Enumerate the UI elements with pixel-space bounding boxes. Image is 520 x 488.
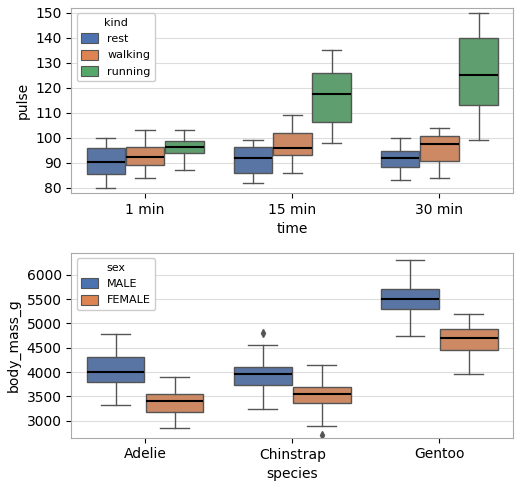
PathPatch shape [146, 394, 203, 412]
PathPatch shape [87, 357, 145, 382]
PathPatch shape [293, 387, 350, 403]
Legend: MALE, FEMALE: MALE, FEMALE [77, 258, 155, 310]
Y-axis label: body_mass_g: body_mass_g [7, 298, 21, 392]
X-axis label: time: time [277, 222, 308, 236]
X-axis label: species: species [266, 467, 318, 481]
PathPatch shape [165, 141, 203, 153]
PathPatch shape [313, 73, 351, 122]
PathPatch shape [234, 147, 272, 173]
PathPatch shape [460, 38, 498, 105]
PathPatch shape [126, 146, 164, 165]
PathPatch shape [420, 136, 459, 161]
Y-axis label: pulse: pulse [16, 82, 30, 119]
PathPatch shape [234, 367, 292, 385]
PathPatch shape [381, 289, 439, 309]
PathPatch shape [440, 329, 498, 349]
PathPatch shape [381, 151, 420, 166]
PathPatch shape [87, 148, 125, 174]
PathPatch shape [273, 133, 311, 155]
Legend: rest, walking, running: rest, walking, running [77, 13, 155, 81]
